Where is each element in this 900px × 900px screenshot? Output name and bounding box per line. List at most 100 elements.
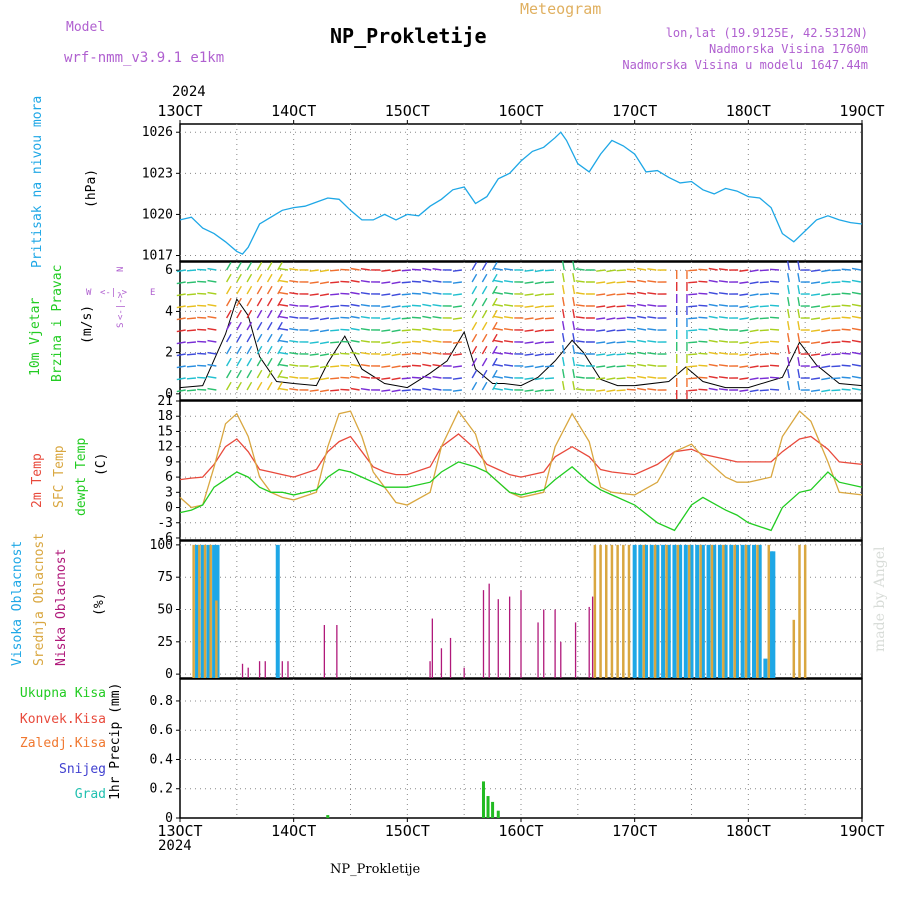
wind-arrow bbox=[481, 273, 488, 283]
wind-arrow bbox=[471, 333, 478, 343]
wind-arrow bbox=[575, 268, 585, 271]
wind-arrow bbox=[197, 328, 207, 331]
cloud-ytick-label: 0 bbox=[165, 667, 173, 682]
wind-arrow bbox=[647, 376, 657, 379]
wind-arrow bbox=[544, 281, 555, 284]
wind-arrow bbox=[524, 341, 534, 344]
wind-arrow bbox=[739, 365, 749, 368]
wind-arrow bbox=[637, 375, 647, 379]
wind-arrow bbox=[471, 321, 478, 331]
wind-arrow bbox=[471, 369, 478, 379]
wind-arrow bbox=[647, 340, 657, 343]
wind-arrow bbox=[718, 352, 728, 355]
wind-arrow bbox=[340, 316, 350, 319]
wind-arrow bbox=[810, 269, 821, 272]
wind-arrow bbox=[759, 329, 769, 332]
wind-arrow bbox=[186, 389, 196, 392]
wind-arrow bbox=[504, 376, 514, 379]
wind-arrow bbox=[491, 369, 498, 379]
wind-arrow bbox=[851, 339, 861, 343]
wind-arrow bbox=[797, 357, 801, 367]
wind-arrow bbox=[491, 285, 498, 295]
wind-arrow bbox=[708, 327, 718, 331]
wind-arrow bbox=[851, 363, 861, 367]
wind-arrow bbox=[225, 309, 232, 319]
wind-arrow bbox=[504, 304, 514, 307]
cloud-bar bbox=[678, 544, 683, 678]
wind-arrow bbox=[422, 339, 432, 343]
wind-arrow bbox=[452, 281, 462, 284]
wind-arrow bbox=[452, 365, 462, 368]
wind-arrow bbox=[821, 305, 831, 309]
wind-arrow bbox=[256, 345, 263, 355]
precip-bar bbox=[491, 801, 495, 818]
wind-arrow bbox=[524, 365, 534, 368]
wind-arrow bbox=[236, 297, 242, 307]
wind-arrow bbox=[769, 364, 780, 367]
wind-arrow bbox=[452, 341, 462, 344]
wind-arrow bbox=[491, 297, 498, 307]
wind-arrow bbox=[319, 377, 330, 381]
wind-arrow bbox=[319, 329, 330, 333]
wind-arrow bbox=[350, 375, 360, 379]
cloud-bar bbox=[264, 661, 266, 678]
wind-compass: W E <-|-> <-|-> N S bbox=[86, 258, 156, 328]
wind-arrow bbox=[360, 292, 370, 295]
wind-arrow bbox=[616, 329, 626, 332]
wind-arrow bbox=[739, 389, 749, 392]
wind-arrow bbox=[831, 317, 841, 320]
wind-arrow bbox=[481, 357, 488, 367]
wind-arrow bbox=[289, 328, 299, 331]
wind-arrow bbox=[176, 317, 186, 321]
wind-arrow bbox=[186, 281, 196, 284]
wind-arrow bbox=[319, 293, 330, 297]
wind-arrow bbox=[246, 357, 253, 367]
x-tick-label-top: 14OCT bbox=[271, 102, 316, 120]
wind-arrow bbox=[493, 351, 503, 355]
wind-arrow bbox=[350, 387, 360, 391]
wind-arrow bbox=[575, 280, 585, 283]
wind-arrow bbox=[277, 381, 283, 391]
wind-arrow bbox=[452, 293, 462, 296]
wind-arrow bbox=[256, 369, 263, 379]
wind-arrow bbox=[330, 377, 340, 380]
wind-arrow bbox=[319, 305, 330, 309]
cloud-bar bbox=[215, 600, 218, 678]
cloud-bar bbox=[610, 544, 614, 678]
cloud-bar bbox=[192, 544, 195, 678]
wind-arrow bbox=[534, 353, 544, 357]
wind-arrow bbox=[739, 353, 749, 356]
cloud-bar bbox=[706, 544, 711, 678]
wind-arrow bbox=[810, 365, 821, 368]
wind-arrow bbox=[759, 305, 769, 308]
wind-arrow bbox=[698, 328, 708, 331]
wind-arrow bbox=[340, 376, 350, 379]
wind-arrow bbox=[626, 364, 636, 367]
wind-arrow bbox=[330, 341, 340, 344]
wind-arrow bbox=[787, 369, 790, 379]
wind-arrow bbox=[481, 309, 488, 319]
wind-arrow bbox=[411, 340, 422, 343]
wind-arrow bbox=[504, 316, 514, 319]
wind-arrow bbox=[821, 281, 831, 285]
precip-ytick-label: 0.2 bbox=[150, 782, 173, 797]
cloud-bar bbox=[676, 544, 680, 678]
wind-arrow bbox=[225, 369, 232, 379]
wind-arrow bbox=[851, 267, 861, 271]
wind-arrow bbox=[481, 381, 488, 391]
wind-arrow bbox=[493, 267, 503, 271]
wind-arrow bbox=[787, 261, 790, 271]
cloud-bar bbox=[440, 648, 443, 678]
wind-arrow bbox=[626, 292, 636, 295]
cloud-bar bbox=[712, 544, 717, 678]
wind-arrow bbox=[797, 333, 801, 343]
wind-arrow bbox=[504, 364, 514, 367]
wind-arrow bbox=[422, 279, 432, 283]
wind-arrow bbox=[246, 333, 253, 343]
wind-arrow bbox=[256, 285, 263, 295]
wind-arrow bbox=[186, 329, 196, 332]
wind-arrow bbox=[207, 387, 217, 391]
wind-arrow bbox=[606, 293, 616, 297]
wind-arrow bbox=[207, 315, 217, 319]
cloud-bar bbox=[722, 544, 725, 678]
